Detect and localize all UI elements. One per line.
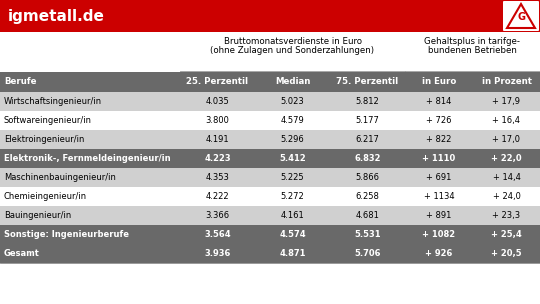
Text: Wirtschaftsingenieur/in: Wirtschaftsingenieur/in bbox=[4, 97, 102, 106]
Text: Elektroingenieur/in: Elektroingenieur/in bbox=[4, 135, 84, 144]
Text: 75. Perzentil: 75. Perzentil bbox=[336, 78, 399, 87]
Text: in Euro: in Euro bbox=[422, 78, 456, 87]
Bar bbox=[0, 187, 540, 206]
Text: + 1110: + 1110 bbox=[422, 154, 456, 163]
Bar bbox=[0, 206, 540, 225]
Text: 4.161: 4.161 bbox=[281, 211, 305, 220]
Text: Gehaltsplus in tarifge-: Gehaltsplus in tarifge- bbox=[424, 37, 521, 46]
Text: 5.225: 5.225 bbox=[281, 173, 305, 182]
Bar bbox=[0, 111, 540, 130]
Text: 4.222: 4.222 bbox=[206, 192, 230, 201]
Bar bbox=[0, 168, 540, 187]
Text: + 1134: + 1134 bbox=[424, 192, 454, 201]
Text: 4.574: 4.574 bbox=[279, 230, 306, 239]
Bar bbox=[0, 244, 540, 263]
Text: + 726: + 726 bbox=[426, 116, 452, 125]
Bar bbox=[0, 130, 540, 149]
Text: 3.800: 3.800 bbox=[206, 116, 230, 125]
Text: 5.296: 5.296 bbox=[281, 135, 305, 144]
Text: + 20,5: + 20,5 bbox=[491, 249, 522, 258]
Text: 6.217: 6.217 bbox=[355, 135, 380, 144]
Text: 4.579: 4.579 bbox=[281, 116, 305, 125]
Text: Median: Median bbox=[275, 78, 310, 87]
Text: + 16,4: + 16,4 bbox=[492, 116, 521, 125]
Bar bbox=[0, 92, 540, 111]
Text: Maschinenbauingenieur/in: Maschinenbauingenieur/in bbox=[4, 173, 116, 182]
Text: 4.681: 4.681 bbox=[355, 211, 380, 220]
Text: Gesamt: Gesamt bbox=[4, 249, 40, 258]
Text: 5.706: 5.706 bbox=[354, 249, 381, 258]
Text: + 14,4: + 14,4 bbox=[492, 173, 521, 182]
Text: Sonstige: Ingenieurberufe: Sonstige: Ingenieurberufe bbox=[4, 230, 129, 239]
Text: 4.035: 4.035 bbox=[206, 97, 230, 106]
Text: + 814: + 814 bbox=[426, 97, 451, 106]
Text: 5.531: 5.531 bbox=[354, 230, 381, 239]
Bar bbox=[0, 72, 540, 92]
Text: + 17,9: + 17,9 bbox=[492, 97, 521, 106]
Text: 25. Perzentil: 25. Perzentil bbox=[186, 78, 248, 87]
Bar bbox=[0, 0, 540, 32]
Text: 6.832: 6.832 bbox=[354, 154, 381, 163]
Bar bbox=[0, 225, 540, 244]
Text: 4.191: 4.191 bbox=[206, 135, 230, 144]
Text: igmetall.de: igmetall.de bbox=[8, 9, 105, 23]
Text: 5.023: 5.023 bbox=[281, 97, 305, 106]
Text: + 822: + 822 bbox=[426, 135, 451, 144]
Text: (ohne Zulagen und Sonderzahlungen): (ohne Zulagen und Sonderzahlungen) bbox=[211, 46, 375, 55]
Bar bbox=[0, 149, 540, 168]
Text: + 23,3: + 23,3 bbox=[492, 211, 521, 220]
Text: + 891: + 891 bbox=[426, 211, 451, 220]
Text: bundenen Betrieben: bundenen Betrieben bbox=[428, 46, 517, 55]
Text: 3.366: 3.366 bbox=[205, 211, 229, 220]
Text: 4.353: 4.353 bbox=[206, 173, 230, 182]
Text: Elektronik-, Fernmeldeingenieur/in: Elektronik-, Fernmeldeingenieur/in bbox=[4, 154, 171, 163]
Text: + 24,0: + 24,0 bbox=[492, 192, 521, 201]
Text: 3.564: 3.564 bbox=[204, 230, 231, 239]
Text: 4.223: 4.223 bbox=[204, 154, 231, 163]
Text: + 926: + 926 bbox=[426, 249, 453, 258]
Text: 5.866: 5.866 bbox=[355, 173, 380, 182]
Text: 5.272: 5.272 bbox=[281, 192, 305, 201]
Text: 5.412: 5.412 bbox=[279, 154, 306, 163]
Text: + 1082: + 1082 bbox=[422, 230, 456, 239]
Text: Chemieingenieur/in: Chemieingenieur/in bbox=[4, 192, 87, 201]
Text: 3.936: 3.936 bbox=[204, 249, 231, 258]
Text: Softwareingenieur/in: Softwareingenieur/in bbox=[4, 116, 92, 125]
Text: 6.258: 6.258 bbox=[355, 192, 380, 201]
Text: 5.812: 5.812 bbox=[356, 97, 380, 106]
Text: + 22,0: + 22,0 bbox=[491, 154, 522, 163]
Text: Berufe: Berufe bbox=[4, 78, 37, 87]
Text: Bauingenieur/in: Bauingenieur/in bbox=[4, 211, 71, 220]
Text: Bruttomonatsverdienste in Euro: Bruttomonatsverdienste in Euro bbox=[224, 37, 361, 46]
FancyBboxPatch shape bbox=[503, 1, 539, 31]
Text: + 691: + 691 bbox=[426, 173, 451, 182]
Text: 4.871: 4.871 bbox=[279, 249, 306, 258]
Text: G: G bbox=[517, 12, 525, 22]
Text: 5.177: 5.177 bbox=[355, 116, 380, 125]
Text: in Prozent: in Prozent bbox=[482, 78, 531, 87]
Bar bbox=[0, 32, 540, 72]
Text: + 25,4: + 25,4 bbox=[491, 230, 522, 239]
Text: + 17,0: + 17,0 bbox=[492, 135, 521, 144]
